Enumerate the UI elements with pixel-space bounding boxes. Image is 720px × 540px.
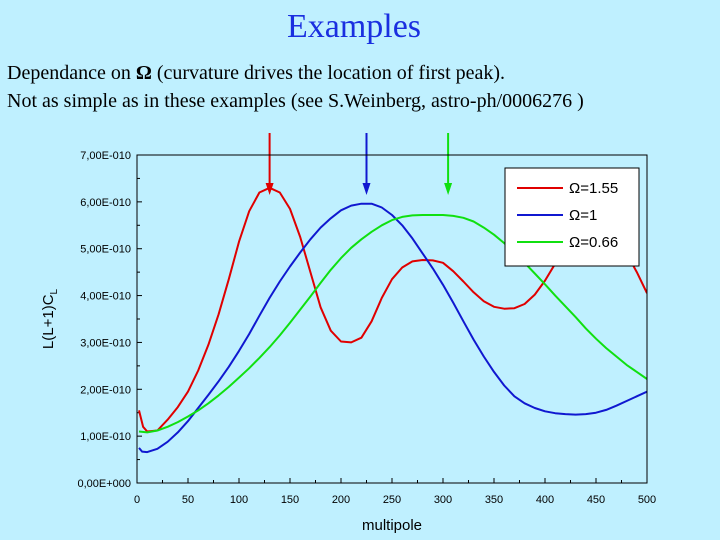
y-axis-label-main: L(L+1)C — [40, 294, 57, 349]
legend-label: Ω=0.66 — [569, 234, 618, 251]
x-tick-label: 250 — [383, 494, 401, 506]
series-line-1 — [138, 202, 647, 454]
y-tick-label: 5,00E-010 — [80, 244, 131, 256]
legend: Ω=1.55 Ω=1 Ω=0.66 — [504, 167, 640, 267]
x-tick-label: 500 — [638, 494, 656, 506]
x-tick-label: 200 — [332, 494, 350, 506]
slide-title: Examples — [286, 8, 422, 45]
x-tick-label: 150 — [281, 494, 299, 506]
y-axis-label-sub: L — [49, 288, 60, 294]
legend-box — [504, 167, 640, 267]
peak-arrowhead-0 — [265, 183, 274, 195]
x-tick-label: 350 — [485, 494, 503, 506]
y-tick-label: 2,00E-010 — [80, 384, 131, 396]
x-tick-label: 300 — [434, 494, 452, 506]
y-tick-label: 6,00E-010 — [80, 197, 131, 209]
x-tick-label: 400 — [536, 494, 554, 506]
x-tick-label: 0 — [134, 494, 140, 506]
y-tick-label: 4,00E-010 — [80, 291, 131, 303]
series-line-2 — [138, 214, 647, 434]
x-tick-label: 50 — [182, 494, 194, 506]
peak-arrowhead-2 — [444, 183, 453, 195]
omega-symbol: Ω — [135, 62, 152, 84]
y-tick-label: 3,00E-010 — [80, 337, 131, 349]
x-tick-label: 450 — [587, 494, 605, 506]
y-axis-label: L(L+1)CL — [40, 288, 60, 349]
x-axis-label: multipole — [362, 517, 422, 534]
subtitle-line-2: Not as simple as in these examples (see … — [7, 90, 584, 112]
subtitle-line-1: Dependance on Ω (curvature drives the lo… — [7, 62, 505, 85]
y-tick-label: 1,00E-010 — [80, 431, 131, 443]
plot-frame — [136, 154, 648, 484]
subtitle-line-1-end: (curvature drives the location of first … — [151, 62, 506, 84]
axis-ticks: 0 50 100 150 200 250 300 350 400 450 500 0,00E+000 1… — [77, 150, 656, 506]
y-tick-label: 0,00E+000 — [77, 478, 131, 490]
legend-label: Ω=1.55 — [569, 180, 618, 197]
subtitle-line-1-start: Dependance on — [7, 62, 136, 84]
peak-arrows — [265, 133, 453, 195]
peak-arrowhead-1 — [362, 183, 371, 195]
legend-label: Ω=1 — [569, 207, 597, 224]
y-tick-label: 7,00E-010 — [80, 150, 131, 162]
x-tick-label: 100 — [230, 494, 248, 506]
